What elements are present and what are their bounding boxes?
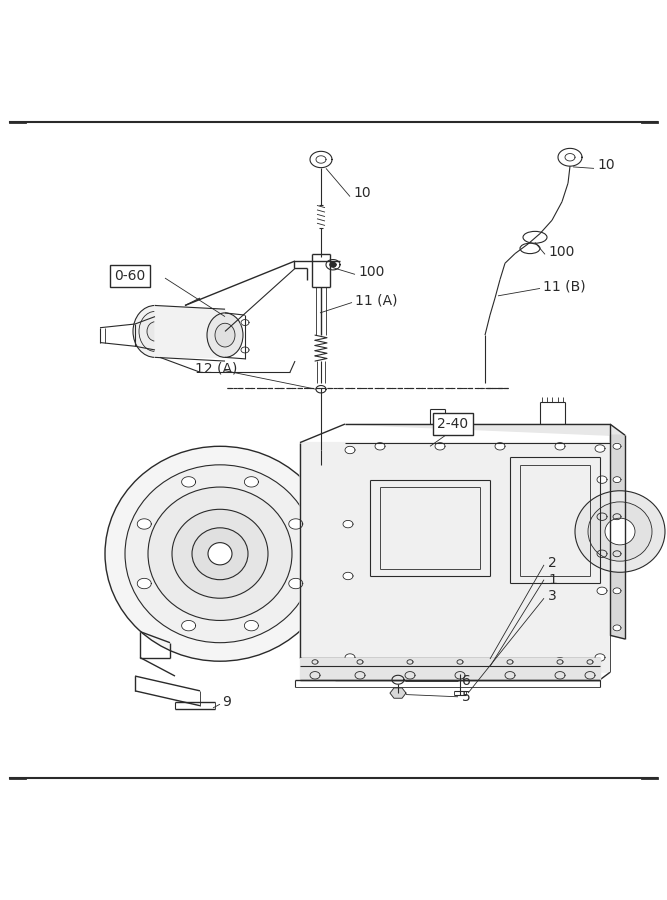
Polygon shape [495, 443, 505, 450]
Polygon shape [613, 625, 621, 631]
Polygon shape [289, 518, 303, 529]
Polygon shape [300, 443, 610, 672]
Ellipse shape [215, 323, 235, 347]
Polygon shape [613, 477, 621, 482]
Ellipse shape [105, 446, 335, 662]
Polygon shape [355, 671, 365, 679]
Polygon shape [375, 443, 385, 450]
Polygon shape [597, 550, 607, 557]
Polygon shape [610, 436, 625, 639]
Text: 6: 6 [462, 674, 471, 688]
Polygon shape [595, 445, 605, 452]
Polygon shape [357, 660, 363, 664]
Text: 100: 100 [548, 245, 574, 259]
Text: 1: 1 [548, 572, 557, 587]
Polygon shape [613, 444, 621, 449]
Text: 100: 100 [358, 266, 384, 279]
Polygon shape [565, 154, 575, 161]
Polygon shape [343, 520, 353, 527]
Polygon shape [613, 551, 621, 557]
Polygon shape [557, 660, 563, 664]
Polygon shape [330, 263, 336, 267]
Polygon shape [244, 620, 258, 631]
Polygon shape [155, 305, 225, 357]
Polygon shape [390, 688, 406, 698]
Text: 10: 10 [353, 185, 371, 200]
Polygon shape [181, 620, 195, 631]
Ellipse shape [208, 543, 232, 565]
Text: 11 (B): 11 (B) [543, 280, 586, 294]
Polygon shape [392, 675, 404, 684]
Polygon shape [597, 476, 607, 483]
Polygon shape [558, 148, 582, 166]
Polygon shape [505, 660, 515, 667]
Polygon shape [345, 424, 625, 436]
Ellipse shape [125, 464, 315, 643]
Text: 3: 3 [548, 589, 557, 603]
Polygon shape [435, 443, 445, 450]
Polygon shape [343, 572, 353, 580]
Polygon shape [310, 151, 332, 167]
Polygon shape [345, 446, 355, 454]
Polygon shape [613, 514, 621, 519]
Text: 2: 2 [548, 556, 557, 571]
Polygon shape [407, 660, 413, 664]
Polygon shape [457, 660, 463, 664]
Polygon shape [345, 653, 355, 662]
Polygon shape [555, 443, 565, 450]
Text: 9: 9 [222, 695, 231, 709]
Ellipse shape [192, 527, 248, 580]
Polygon shape [137, 518, 151, 529]
Polygon shape [505, 671, 515, 679]
Text: 2-40: 2-40 [438, 417, 468, 431]
Text: 10: 10 [597, 158, 614, 172]
Polygon shape [405, 671, 415, 679]
Ellipse shape [147, 322, 163, 341]
Polygon shape [137, 579, 151, 589]
Text: 12 (A): 12 (A) [195, 362, 237, 375]
Ellipse shape [139, 311, 171, 351]
Ellipse shape [605, 518, 635, 544]
Polygon shape [241, 320, 249, 326]
Polygon shape [585, 671, 595, 679]
Polygon shape [289, 579, 303, 589]
Polygon shape [300, 658, 600, 680]
Polygon shape [395, 660, 405, 667]
Polygon shape [244, 477, 258, 487]
Ellipse shape [588, 502, 652, 562]
Ellipse shape [207, 313, 243, 357]
Polygon shape [316, 385, 326, 393]
Ellipse shape [520, 243, 540, 254]
Polygon shape [507, 660, 513, 664]
Text: 0-60: 0-60 [114, 269, 145, 283]
Text: 11 (A): 11 (A) [355, 293, 398, 307]
Polygon shape [597, 587, 607, 595]
Polygon shape [312, 660, 318, 664]
Polygon shape [587, 660, 593, 664]
Polygon shape [595, 653, 605, 662]
Polygon shape [555, 658, 565, 665]
Polygon shape [455, 671, 465, 679]
Polygon shape [310, 671, 320, 679]
Polygon shape [241, 347, 249, 353]
Ellipse shape [575, 491, 665, 572]
Text: 5: 5 [462, 689, 471, 704]
Ellipse shape [172, 509, 268, 598]
Ellipse shape [523, 231, 547, 243]
Polygon shape [316, 156, 326, 163]
Polygon shape [613, 588, 621, 594]
Polygon shape [326, 259, 340, 270]
Ellipse shape [148, 487, 292, 620]
Polygon shape [455, 662, 465, 669]
Polygon shape [555, 671, 565, 679]
Polygon shape [597, 513, 607, 520]
Polygon shape [181, 477, 195, 487]
Ellipse shape [133, 305, 177, 357]
